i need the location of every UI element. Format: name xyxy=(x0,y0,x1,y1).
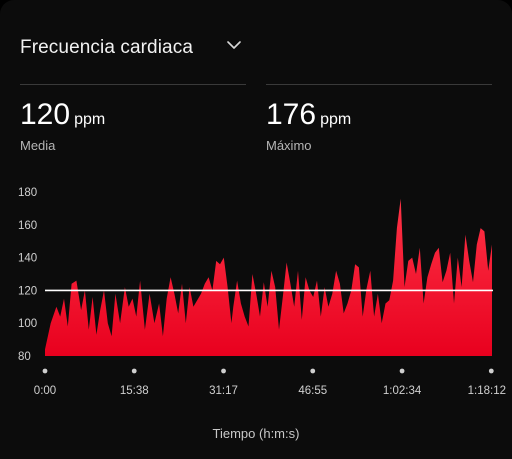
x-tick-dot xyxy=(399,368,405,374)
average-label: Media xyxy=(20,138,56,153)
divider-left xyxy=(20,84,246,85)
x-tick-dot xyxy=(42,368,48,374)
maximum-value: 176 xyxy=(266,98,317,131)
x-tick-label: 1:02:34 xyxy=(383,385,422,397)
y-tick-label: 180 xyxy=(18,187,37,199)
heart-rate-chart: 80 100 120 140 160 180 0:00 15:38 31:17 46:55 1:0… xyxy=(18,187,506,397)
x-tick-label: 1:18:12 xyxy=(468,385,506,397)
x-tick-dot xyxy=(221,368,226,374)
stat-average: 120 ppm Media xyxy=(20,98,105,153)
y-tick-label: 160 xyxy=(18,220,37,232)
y-tick-label: 80 xyxy=(18,351,31,363)
heart-rate-area xyxy=(45,198,492,356)
x-tick-dot xyxy=(131,368,137,374)
x-tick-dot xyxy=(488,368,494,374)
average-value: 120 xyxy=(20,98,71,131)
x-tick-label: 31:17 xyxy=(209,385,238,397)
x-tick-label: 15:38 xyxy=(120,385,149,397)
maximum-unit: ppm xyxy=(320,111,352,128)
x-axis-label: Tiempo (h:m:s) xyxy=(212,426,300,441)
stat-maximum: 176 ppm Máximo xyxy=(266,98,351,153)
x-tick-dot xyxy=(310,368,316,374)
chevron-down-icon[interactable] xyxy=(227,38,241,52)
x-tick-label: 0:00 xyxy=(34,385,56,397)
y-axis: 80 100 120 140 160 180 xyxy=(18,187,37,363)
y-tick-label: 120 xyxy=(18,285,37,297)
maximum-label: Máximo xyxy=(266,138,312,153)
average-unit: ppm xyxy=(74,111,106,128)
divider-right xyxy=(266,84,492,85)
metric-title: Frecuencia cardiaca xyxy=(20,37,193,58)
y-tick-label: 100 xyxy=(18,318,37,330)
y-tick-label: 140 xyxy=(18,253,37,265)
x-axis: 0:00 15:38 31:17 46:55 1:02:34 1:18:12 xyxy=(34,368,506,397)
x-tick-label: 46:55 xyxy=(298,385,327,397)
metric-selector[interactable]: Frecuencia cardiaca xyxy=(20,30,241,66)
